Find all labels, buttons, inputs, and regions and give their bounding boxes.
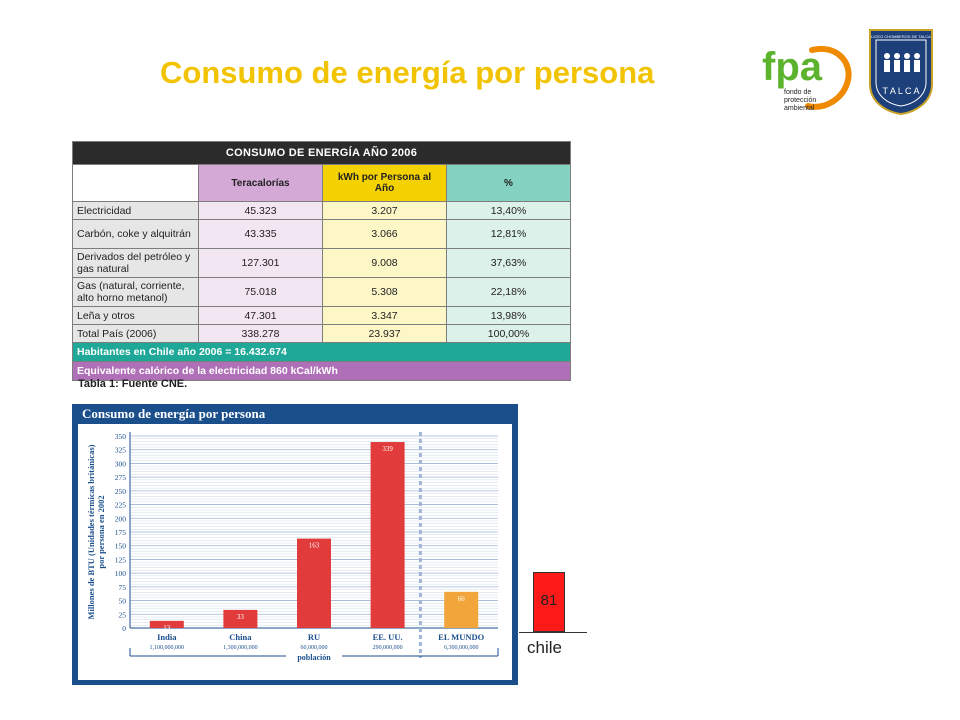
row-label: Leña y otros [72, 306, 199, 325]
table-header-kwh: kWh por Persona al Año [322, 164, 447, 202]
x-tick-label: EL MUNDO [438, 632, 484, 642]
row-label: Carbón, coke y alquitrán [72, 219, 199, 249]
y-tick-label: 25 [119, 610, 127, 619]
row-pct: 22,18% [445, 277, 572, 307]
slide-title: Consumo de energía por persona [160, 55, 655, 90]
population-label: 1,300,000,000 [223, 645, 258, 651]
chart-x-axis-label: población [297, 653, 331, 662]
chile-label: chile [527, 638, 562, 657]
table-header-blank [72, 164, 199, 202]
y-axis-label-line: Millones de BTU (Unidades térmicas britá… [86, 444, 96, 619]
y-tick-label: 275 [115, 473, 127, 482]
table-row: Total País (2006) 338.278 23.937 100,00% [72, 324, 572, 343]
bar-value-label: 339 [382, 445, 393, 453]
row-pct: 100,00% [445, 324, 572, 343]
table-row: Carbón, coke y alquitrán 43.335 3.066 12… [72, 219, 572, 249]
bar-value-label: 13 [163, 624, 171, 632]
population-label: 6,300,000,000 [444, 645, 479, 651]
bar [444, 591, 479, 628]
table-title: CONSUMO DE ENERGÍA AÑO 2006 [71, 141, 572, 165]
chile-baseline [519, 632, 587, 633]
y-tick-label: 200 [115, 514, 127, 523]
bar [223, 609, 258, 628]
table-footer-population: Habitantes en Chile año 2006 = 16.432.67… [71, 342, 572, 362]
y-tick-label: 250 [115, 487, 127, 496]
fpa-caption-1: fondo de [784, 89, 811, 96]
row-kwh: 3.066 [322, 219, 447, 249]
y-tick-label: 150 [115, 542, 127, 551]
population-label: 1,100,000,000 [150, 645, 185, 651]
y-tick-label: 100 [115, 569, 127, 578]
table-header-pct: % [445, 164, 572, 202]
row-tcal: 45.323 [198, 201, 323, 220]
row-tcal: 127.301 [198, 248, 323, 278]
bar-value-label: 33 [237, 613, 245, 621]
row-tcal: 338.278 [198, 324, 323, 343]
talca-bottom-text: T A L C A [882, 86, 919, 96]
row-pct: 13,40% [445, 201, 572, 220]
btu-per-person-chart: Consumo de energía por persona 0 25 50 75 10… [72, 404, 518, 685]
y-tick-label: 50 [119, 597, 127, 606]
table-footer-caloric: Equivalente calórico de la electricidad … [71, 361, 572, 381]
row-label: Gas (natural, corriente, alto horno meta… [72, 277, 199, 307]
y-tick-label: 175 [115, 528, 127, 537]
y-tick-label: 350 [115, 432, 127, 441]
bar [370, 442, 405, 628]
row-kwh: 5.308 [322, 277, 447, 307]
x-tick-label: India [157, 632, 177, 642]
y-tick-label: 325 [115, 446, 127, 455]
fpa-logo-mark: fpa [762, 45, 823, 89]
y-tick-label: 225 [115, 501, 127, 510]
row-tcal: 43.335 [198, 219, 323, 249]
chile-bar-value: 81 [540, 592, 558, 609]
chart-y-axis-label: Millones de BTU (Unidades térmicas britá… [86, 444, 106, 619]
table-row: Leña y otros 47.301 3.347 13,98% [72, 306, 572, 325]
table-header-tcal: Teracalorías [198, 164, 323, 202]
y-tick-label: 75 [119, 583, 127, 592]
fpa-caption-2: protección [784, 97, 816, 104]
row-pct: 13,98% [445, 306, 572, 325]
x-tick-label: EE. UU. [373, 632, 403, 642]
x-tick-label: RU [308, 632, 320, 642]
x-tick-label: China [229, 632, 252, 642]
chart-y-ticks: 0 25 50 75 100 125 150 175 200 225 250 275 300 325 350 [115, 432, 127, 633]
table-row: Gas (natural, corriente, alto horno meta… [72, 277, 572, 307]
y-tick-label: 0 [122, 624, 126, 633]
row-label: Electricidad [72, 201, 199, 220]
talca-top-text: LICEO CHOMBEROS DE TALCA [871, 34, 931, 39]
row-label: Derivados del petróleo y gas natural [72, 248, 199, 278]
row-pct: 37,63% [445, 248, 572, 278]
table-row: Derivados del petróleo y gas natural 127… [72, 248, 572, 278]
row-kwh: 3.207 [322, 201, 447, 220]
table-caption: Tabla 1: Fuente CNE. [78, 378, 188, 390]
population-label: 60,000,000 [301, 645, 328, 651]
y-tick-label: 300 [115, 459, 127, 468]
row-kwh: 23.937 [322, 324, 447, 343]
bar [297, 538, 331, 628]
table-row: Electricidad 45.323 3.207 13,40% [72, 201, 572, 220]
talca-crest-logo: LICEO CHOMBEROS DE TALCA T A L C A [869, 29, 933, 116]
y-axis-label-line: por persona en 2002 [96, 495, 106, 568]
row-label: Total País (2006) [72, 324, 199, 343]
bar-value-label: 66 [458, 595, 466, 603]
population-label: 290,000,000 [373, 645, 403, 651]
row-pct: 12,81% [445, 219, 572, 249]
chart-bars: 13 33 163 339 66 [149, 442, 479, 632]
y-tick-label: 125 [115, 555, 127, 564]
chart-title: Consumo de energía por persona [82, 406, 266, 421]
fpa-caption-3: ambiental [784, 105, 815, 112]
fpa-logo: fpa fondo de protección ambiental [762, 45, 852, 112]
row-tcal: 47.301 [198, 306, 323, 325]
row-kwh: 3.347 [322, 306, 447, 325]
bar-value-label: 163 [309, 542, 320, 550]
population-label-bg [286, 653, 342, 662]
row-kwh: 9.008 [322, 248, 447, 278]
chart-panel [78, 424, 512, 680]
bar [149, 620, 184, 628]
chart-x-labels: India 1,100,000,000 China 1,300,000,000 RU 60… [150, 632, 485, 651]
row-tcal: 75.018 [198, 277, 323, 307]
chile-bar [533, 572, 565, 632]
energy-consumption-table: CONSUMO DE ENERGÍA AÑO 2006 Teracalorías… [71, 141, 572, 381]
